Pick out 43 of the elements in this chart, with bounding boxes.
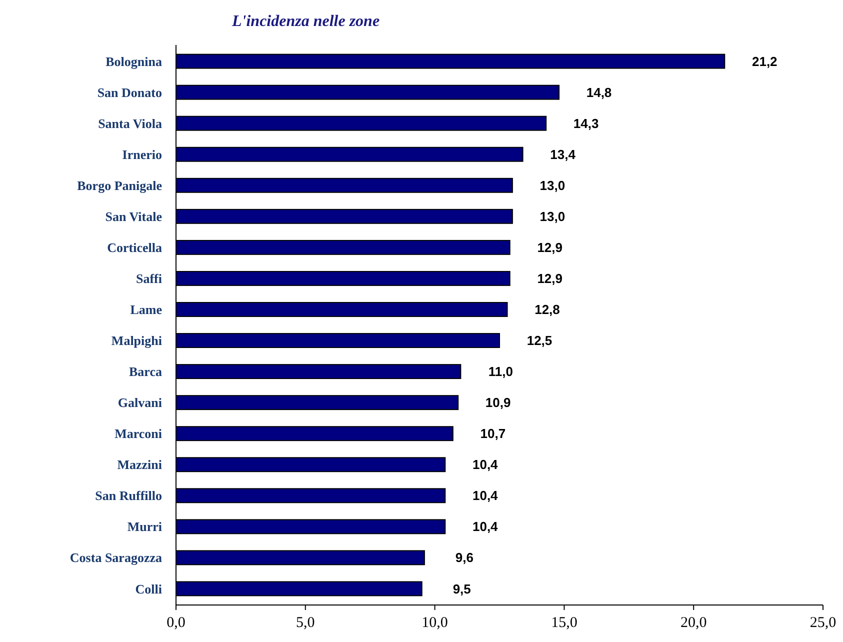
data-label: 12,5 [526, 333, 552, 348]
y-tick-label: Malpighi [111, 333, 162, 348]
x-tick-label: 10,0 [422, 615, 448, 631]
y-tick-label: Irnerio [122, 146, 162, 162]
data-label: 11,0 [488, 364, 513, 380]
data-label: 12,9 [537, 271, 563, 286]
data-label: 9,5 [452, 581, 471, 596]
y-tick-label: Galvani [118, 395, 162, 410]
y-tick-label: Saffi [136, 271, 162, 286]
data-label: 10,9 [485, 395, 511, 410]
y-tick-label: Costa Saragozza [70, 550, 162, 566]
data-label: 10,4 [472, 488, 499, 504]
x-tick-label: 15,0 [551, 615, 578, 631]
data-label: 12,9 [537, 240, 563, 255]
x-tick-label: 25,0 [810, 615, 836, 631]
data-label: 10,4 [472, 457, 499, 472]
data-label: 10,4 [472, 519, 499, 534]
data-label: 13,0 [540, 208, 566, 224]
y-tick-label: Colli [135, 581, 162, 596]
y-tick-label: San Donato [97, 84, 162, 100]
y-tick-label: Bolognina [106, 54, 162, 69]
x-tick-label: 0,0 [166, 615, 186, 631]
y-tick-label: Borgo Panigale [77, 178, 162, 193]
y-tick-label: Lame [130, 302, 162, 318]
y-tick-label: San Ruffillo [95, 488, 162, 504]
data-label: 10,7 [480, 426, 506, 442]
y-tick-label: Murri [127, 519, 162, 534]
y-tick-label: Barca [129, 364, 162, 380]
y-tick-label: San Vitale [105, 208, 162, 224]
data-label: 12,8 [534, 302, 560, 318]
x-tick-label: 20,0 [680, 615, 707, 631]
data-label: 13,0 [540, 178, 566, 193]
data-label: 21,2 [752, 54, 778, 69]
x-tick-label: 5,0 [296, 615, 315, 631]
chart-title: L'incidenza nelle zone [231, 13, 380, 30]
data-label: 14,3 [573, 116, 599, 131]
y-tick-label: Mazzini [117, 457, 162, 472]
y-tick-label: Corticella [107, 240, 162, 255]
data-label: 9,6 [455, 550, 474, 566]
data-label: 14,8 [586, 84, 612, 100]
data-label: 13,4 [550, 146, 576, 162]
y-tick-label: Marconi [114, 426, 162, 442]
y-tick-label: Santa Viola [98, 116, 162, 131]
